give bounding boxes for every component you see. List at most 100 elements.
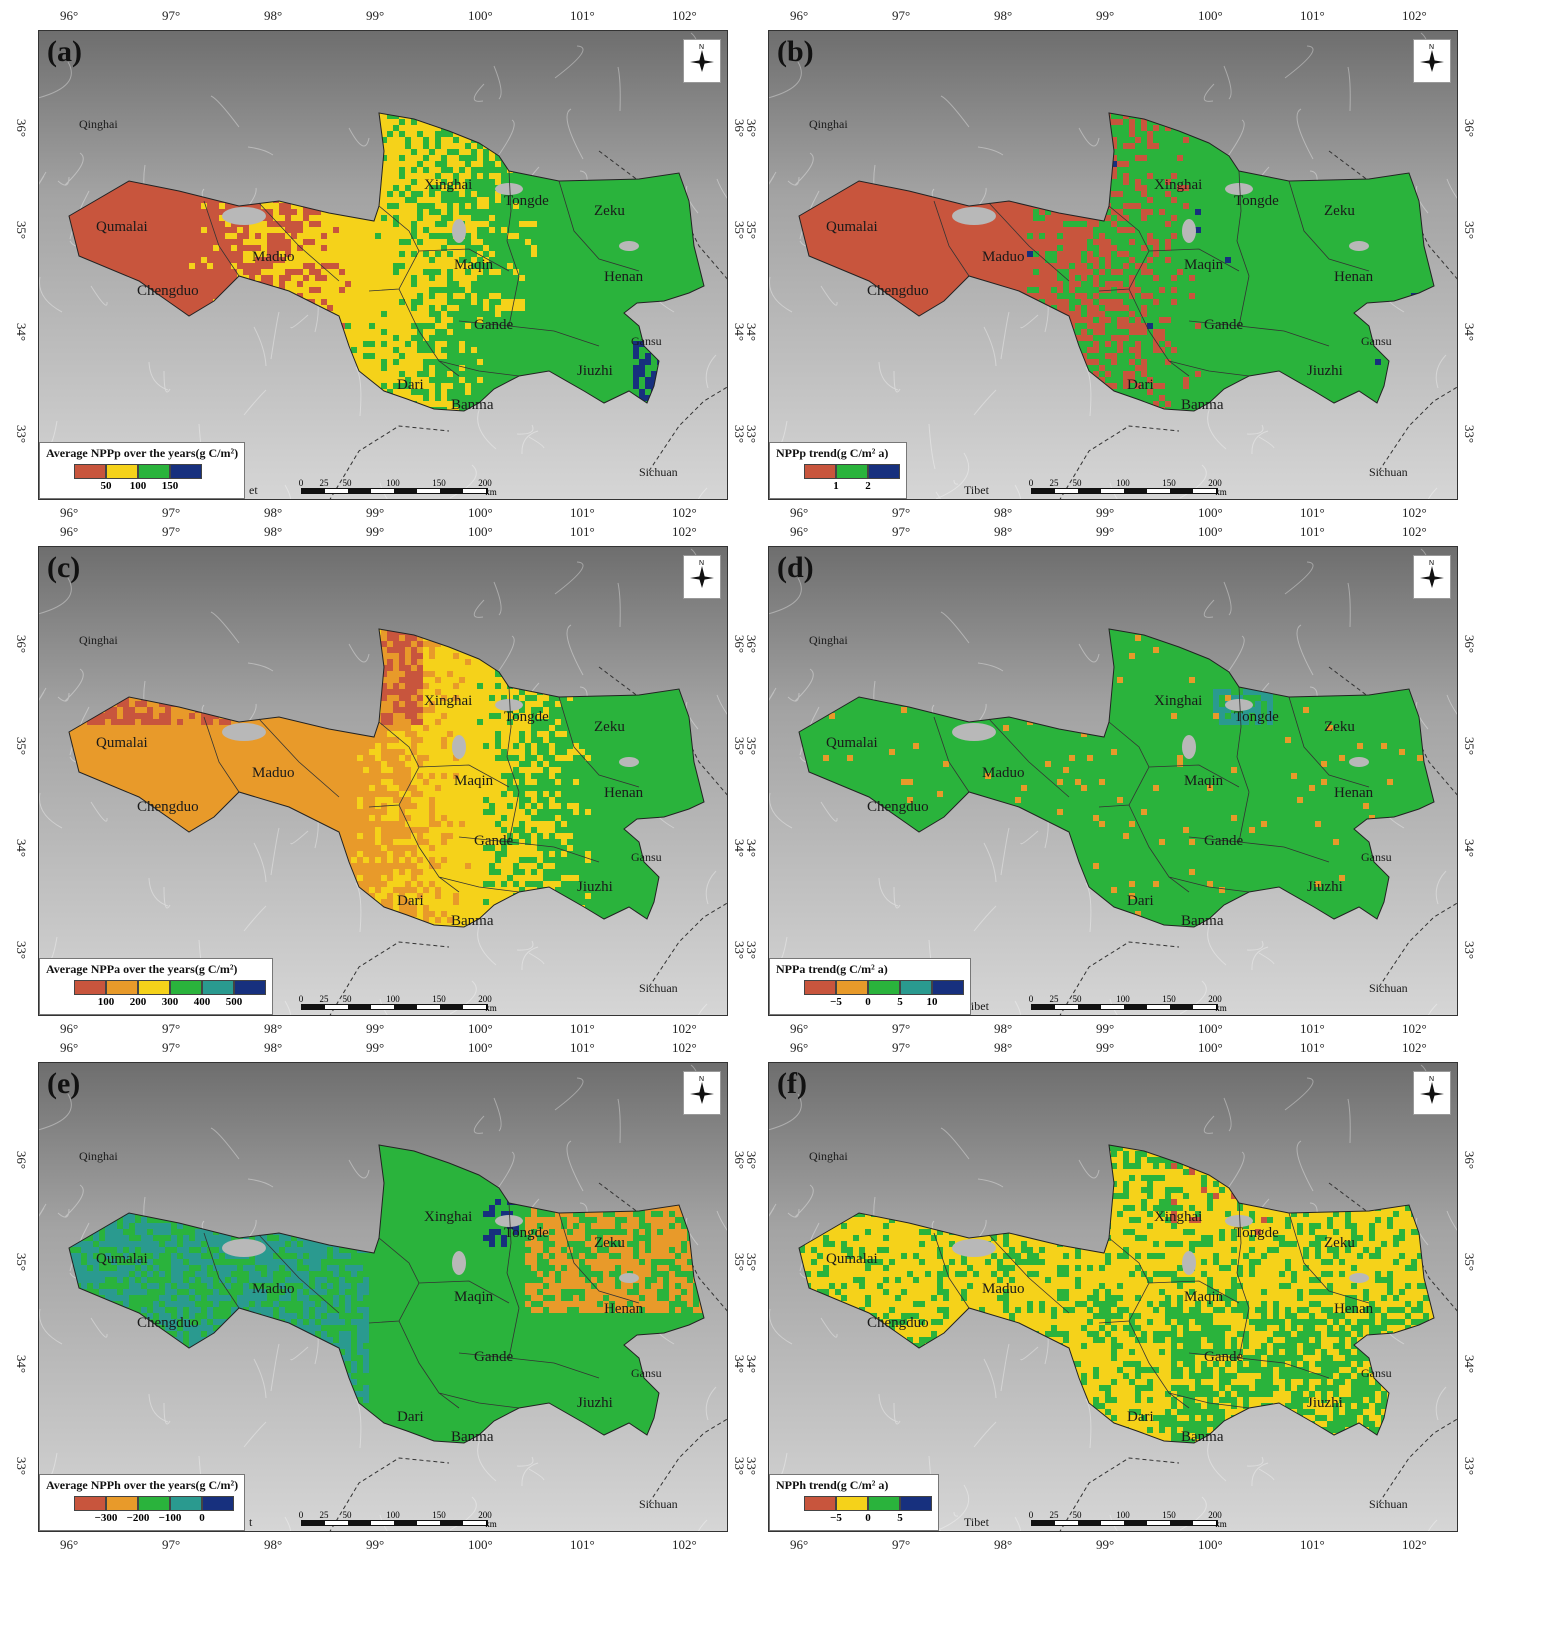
place-label-gande: Gande [1204, 317, 1244, 333]
legend-title: NPPp trend(g C/m² a) [776, 446, 889, 460]
scale-bar-tick: 0 [298, 1510, 304, 1520]
map-canvas [769, 1063, 1457, 1531]
scale-bar-tick: 50 [342, 994, 352, 1004]
place-label-chengduo: Chengduo [137, 1315, 199, 1331]
panel-label: (c) [47, 551, 81, 584]
latitude-tick-label: 33° [744, 940, 760, 960]
longitude-tick-label: 100° [1198, 1040, 1223, 1055]
place-label-jiuzhi: Jiuzhi [1307, 879, 1343, 895]
scale-bar-tick: 0 [298, 478, 304, 488]
latitude-tick-label: 36° [14, 118, 30, 138]
place-label-maqin: Maqin [454, 1289, 494, 1305]
legend-title: NPPh trend(g C/m² a) [776, 1478, 889, 1492]
legend: NPPp trend(g C/m² a) 1 2 [769, 442, 907, 499]
lake [952, 723, 996, 741]
latitude-tick-label: 33° [1462, 1456, 1478, 1476]
scale-bar-tick: 100 [1116, 994, 1130, 1004]
svg-text:N: N [699, 1076, 704, 1083]
longitude-tick-label: 98° [264, 1040, 283, 1055]
place-label-maqin: Maqin [1184, 257, 1224, 273]
county-boundaries [933, 1202, 1370, 1409]
scale-bar-tick: 0 [1028, 1510, 1034, 1520]
place-label-qumalai: Qumalai [826, 735, 878, 751]
scale-bar-tick: 25 [1049, 994, 1059, 1004]
longitude-tick-label: 98° [264, 524, 283, 539]
lake [1225, 1215, 1253, 1227]
latitude-tick-label: 35° [744, 220, 760, 240]
scale-bar-tick: 25 [1049, 478, 1059, 488]
county-boundaries [203, 1202, 640, 1409]
svg-text:N: N [1429, 1076, 1434, 1083]
longitude-tick-label: 96° [790, 8, 809, 23]
panel-label: (f) [777, 1067, 807, 1100]
longitude-tick-label: 102° [672, 1021, 697, 1036]
latitude-tick-label: 34° [1462, 1354, 1478, 1374]
place-label-banma: Banma [1181, 913, 1224, 929]
raster-class-4 [483, 1199, 519, 1247]
scale-bar: 0 25 50 100 150 200 km [298, 473, 497, 497]
lake [1182, 1251, 1196, 1275]
province-boundary [1059, 666, 1457, 1015]
longitude-tick-label: 96° [790, 1021, 809, 1036]
place-label-qumalai: Qumalai [96, 735, 148, 751]
legend-tick-label: 400 [193, 996, 211, 1008]
scale-bar-tick: 150 [1162, 478, 1176, 488]
longitude-tick-label: 101° [1300, 1021, 1325, 1036]
lake [222, 207, 266, 225]
longitude-tick-label: 96° [60, 505, 79, 520]
latitude-tick-label: 34° [14, 838, 30, 858]
lake [1349, 757, 1369, 767]
legend-tick-label: 0 [865, 1512, 871, 1524]
longitude-tick-label: 100° [468, 1021, 493, 1036]
place-label-maqin: Maqin [1184, 773, 1224, 789]
longitude-tick-label: 97° [162, 1021, 181, 1036]
legend: Average NPPh over the years(g C/m²) −300−… [39, 1474, 246, 1531]
scale-bar-unit: km [485, 487, 497, 497]
map-panel: 96° 96° 97° 97° 98° 98° 99° 99° 100° 100° 101° 101°… [0, 516, 760, 1048]
place-label-gande: Gande [1204, 833, 1244, 849]
legend-tick-label: 300 [161, 996, 179, 1008]
latitude-tick-label: 33° [744, 1456, 760, 1476]
longitude-tick-label: 101° [1300, 505, 1325, 520]
scale-bar-unit: km [485, 1003, 497, 1013]
longitude-tick-label: 96° [60, 1537, 79, 1552]
longitude-tick-label: 99° [1096, 1021, 1115, 1036]
legend-swatch [138, 980, 170, 995]
raster-class-2 [799, 1145, 1434, 1443]
lake [452, 219, 466, 243]
longitude-tick-label: 101° [1300, 8, 1325, 23]
place-label-tongde: Tongde [1234, 709, 1279, 725]
scale-bar-tick: 200 [478, 994, 492, 1004]
place-label-tongde: Tongde [504, 1225, 549, 1241]
lake [1182, 735, 1196, 759]
raster-class-2 [345, 113, 704, 411]
raster-class-2 [351, 629, 591, 927]
latitude-tick-label: 34° [14, 322, 30, 342]
svg-text:N: N [1429, 560, 1434, 567]
map-frame: (a) N Qinghai Xinghai Tongde Zeku Qumalai Maduo… [38, 30, 728, 500]
place-label-xinghai: Xinghai [1154, 693, 1203, 709]
longitude-tick-label: 101° [570, 1537, 595, 1552]
latitude-tick-label: 35° [1462, 1252, 1478, 1272]
province-boundary [1059, 1182, 1457, 1531]
place-label-qumalai: Qumalai [96, 1251, 148, 1267]
scale-bar-segments [1031, 1520, 1218, 1526]
legend-swatch [836, 464, 868, 479]
scale-bar-tick: 200 [1208, 994, 1222, 1004]
longitude-tick-label: 100° [468, 505, 493, 520]
map-canvas [39, 1063, 727, 1531]
legend-swatch [202, 980, 234, 995]
legend-swatch [234, 980, 266, 995]
scale-bar-tick: 25 [319, 1510, 329, 1520]
latitude-tick-label: 35° [744, 736, 760, 756]
legend-tick-label: 10 [926, 996, 938, 1008]
longitude-tick-label: 99° [1096, 505, 1115, 520]
legend-tick-label: 200 [129, 996, 147, 1008]
longitude-tick-label: 96° [790, 524, 809, 539]
place-label-gansu: Gansu [631, 1366, 662, 1380]
longitude-tick-label: 100° [1198, 1021, 1223, 1036]
place-label-gansu: Gansu [631, 850, 662, 864]
lake [619, 757, 639, 767]
lake [1182, 219, 1196, 243]
lake [495, 183, 523, 195]
